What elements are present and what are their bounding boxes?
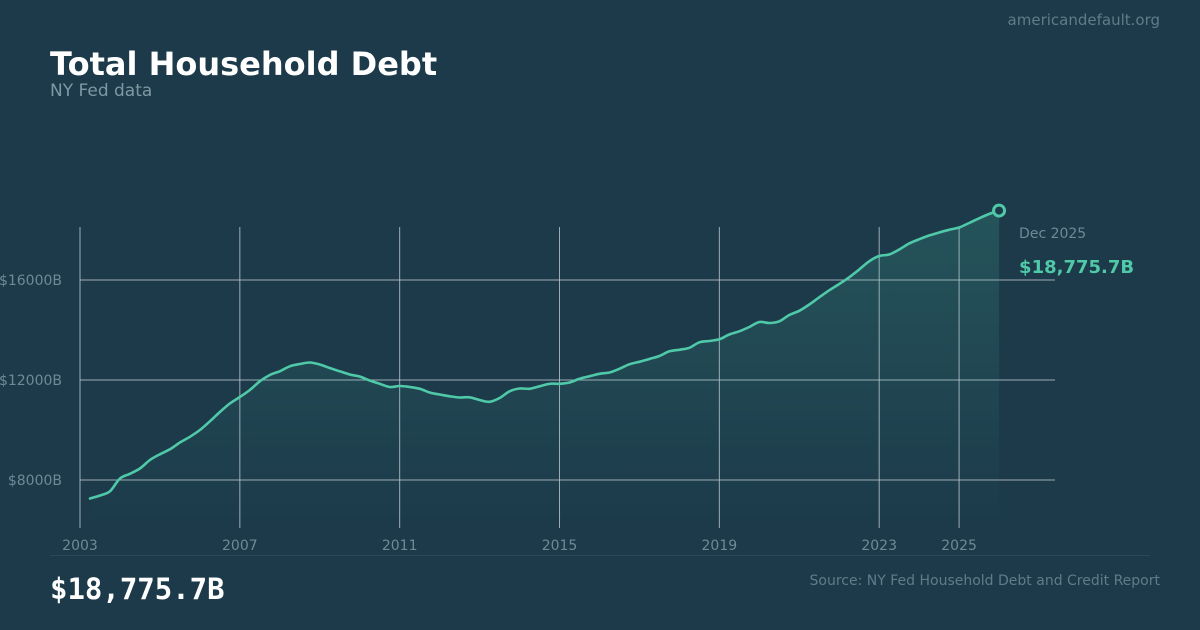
- y-tick-label: $16000B: [0, 273, 62, 289]
- y-tick-label: $12000B: [0, 373, 62, 389]
- x-tick-label: 2003: [62, 538, 98, 554]
- x-tick-label: 2007: [222, 538, 258, 554]
- x-tick-label: 2023: [861, 538, 897, 554]
- source-note: Source: NY Fed Household Debt and Credit…: [809, 573, 1160, 589]
- y-tick-label: $8000B: [8, 473, 62, 489]
- line-layer: [88, 209, 1001, 500]
- x-tick-label: 2015: [542, 538, 578, 554]
- series-line: [88, 209, 1001, 500]
- x-tick-label: 2019: [702, 538, 738, 554]
- annotation-value: $18,775.7B: [1019, 257, 1134, 278]
- annotation-date: Dec 2025: [1019, 226, 1086, 242]
- current-total-value: $18,775.7B: [50, 572, 225, 606]
- x-tick-label: 2025: [941, 538, 977, 554]
- site-name[interactable]: americandefault.org: [1007, 11, 1160, 29]
- page-title: Total Household Debt: [50, 45, 438, 83]
- end-point-marker: [992, 203, 1007, 218]
- page-subtitle: NY Fed data: [50, 81, 153, 101]
- series-area: [90, 210, 1000, 528]
- tick-labels: 2003 2007 2011 2015 2019 2023 2025 $8000B $12000…: [0, 273, 977, 554]
- end-annotation: Dec 2025 $18,775.7B: [992, 203, 1134, 278]
- footer-divider: [50, 555, 1150, 556]
- area-layer: [90, 210, 1000, 528]
- x-tick-label: 2011: [382, 538, 418, 554]
